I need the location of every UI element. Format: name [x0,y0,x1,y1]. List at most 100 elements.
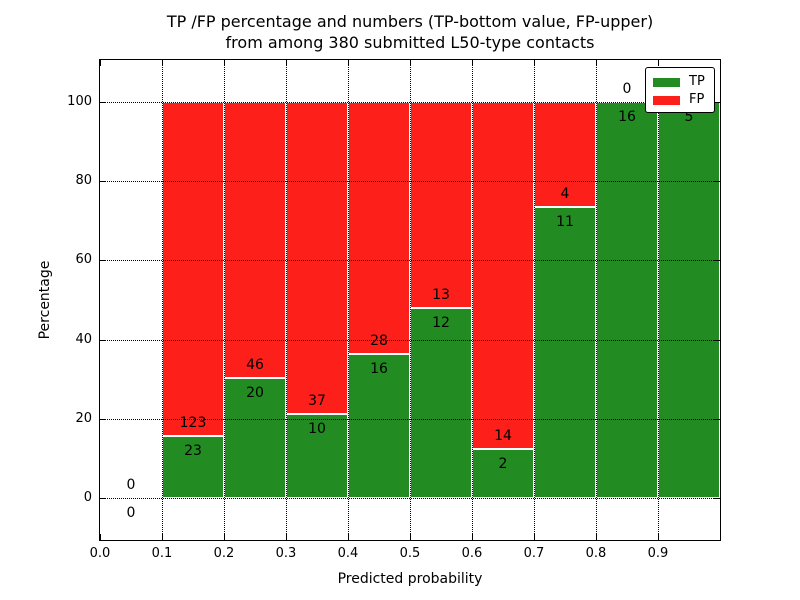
x-tick-label: 0.2 [213,546,235,561]
bar-tp-count-label: 23 [184,442,202,459]
v-gridline [348,60,349,540]
bar-fp-count-label: 123 [179,414,207,431]
v-gridline [534,60,535,540]
fp-legend-swatch [653,95,680,105]
bar-fp-segment [286,101,348,414]
x-tick-top [596,60,597,66]
bar-fp-count-label: 0 [126,477,136,494]
x-tick-label: 0.4 [337,546,359,561]
x-tick [224,534,225,540]
bar-tp-count-label: 10 [308,420,326,437]
bar-tp-count-label: 2 [498,455,508,472]
bar-fp-segment [472,101,534,449]
x-tick [596,534,597,540]
bar-tp-count-label: 16 [370,361,388,378]
x-tick-top [472,60,473,66]
y-tick-label: 80 [75,172,92,188]
bar-fp-count-label: 46 [246,357,264,374]
x-tick-label: 0.0 [89,546,111,561]
tp-legend-label: TP [689,74,705,89]
x-tick-top [286,60,287,66]
y-tick [100,498,106,500]
y-tick [100,339,106,341]
bar-fp-segment [162,101,224,436]
bar-tp-segment [410,307,472,499]
bar-fp-count-label: 28 [370,333,388,350]
bar-fp-count-label: 37 [308,392,326,409]
plot-area: 0012323462037102816131214241101605 [99,59,721,541]
x-axis-label: Predicted probability [337,571,483,587]
v-gridline [658,60,659,540]
y-tick-right [714,101,720,103]
x-tick [100,534,101,540]
v-gridline [224,60,225,540]
bar-fp-segment [224,101,286,379]
legend-entry-tp: TP [653,73,707,91]
y-tick [100,260,106,262]
x-tick [162,534,163,540]
chart-title: TP /FP percentage and numbers (TP-bottom… [100,11,720,53]
legend-entry-fp: FP [653,91,707,109]
x-tick-top [100,60,101,66]
x-tick [286,534,287,540]
x-tick-label: 0.5 [399,546,421,561]
y-axis-label: Percentage [37,260,53,340]
bar-tp-count-label: 5 [684,108,694,125]
y-tick-right [714,419,720,420]
x-tick-top [410,60,411,66]
v-gridline [596,60,597,540]
bar-tp-count-label: 0 [126,505,136,522]
y-tick-right [714,498,720,500]
y-tick-right [714,339,720,341]
bar-tp-count-label: 20 [246,385,264,402]
bar-tp-segment [658,101,720,499]
y-tick-label: 100 [67,93,92,109]
x-tick-label: 0.1 [151,546,173,561]
bar-tp-segment [534,207,596,499]
v-gridline [410,60,411,540]
x-tick-label: 0.3 [275,546,297,561]
y-tick-right [714,180,720,182]
legend: TP FP [645,67,715,113]
x-tick [658,534,659,540]
bar-fp-count-label: 13 [432,286,450,303]
y-tick [100,180,106,182]
y-tick-label: 60 [75,252,92,268]
y-tick-label: 40 [75,331,92,347]
x-tick-label: 0.9 [647,546,669,561]
bar-fp-count-label: 0 [622,80,632,97]
x-tick-label: 0.8 [585,546,607,561]
x-tick [410,534,411,540]
y-tick [100,101,106,103]
bar-tp-segment [162,435,224,499]
bar-tp-segment [596,101,658,499]
bar-tp-segment [348,354,410,499]
y-tick-label: 0 [83,490,92,506]
x-tick-top [534,60,535,66]
y-tick-right [714,260,720,262]
fp-legend-label: FP [689,92,705,107]
x-tick-label: 0.6 [461,546,483,561]
bar-tp-count-label: 11 [556,214,574,231]
v-gridline [162,60,163,540]
x-tick [534,534,535,540]
x-tick-top [162,60,163,66]
bar-fp-count-label: 4 [560,186,570,203]
x-tick-top [658,60,659,66]
x-tick-top [224,60,225,66]
x-tick-top [348,60,349,66]
bar-tp-count-label: 16 [618,108,636,125]
x-tick [472,534,473,540]
bar-fp-count-label: 14 [494,427,512,444]
v-gridline [286,60,287,540]
chart-title-line2: from among 380 submitted L50-type contac… [225,33,595,52]
tp-legend-swatch [653,77,680,87]
y-tick-label: 20 [75,411,92,426]
x-tick-label: 0.7 [523,546,545,561]
bar-tp-segment [224,378,286,499]
bar-fp-segment [410,101,472,308]
v-gridline [472,60,473,540]
y-tick [100,419,106,420]
chart-title-line1: TP /FP percentage and numbers (TP-bottom… [166,12,654,31]
